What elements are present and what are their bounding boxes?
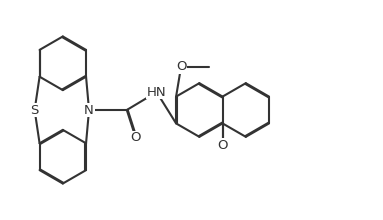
Text: O: O: [131, 131, 141, 144]
Text: S: S: [30, 103, 39, 117]
Text: O: O: [217, 139, 228, 152]
Text: HN: HN: [147, 86, 167, 99]
Text: O: O: [176, 60, 186, 73]
Text: N: N: [84, 103, 94, 117]
